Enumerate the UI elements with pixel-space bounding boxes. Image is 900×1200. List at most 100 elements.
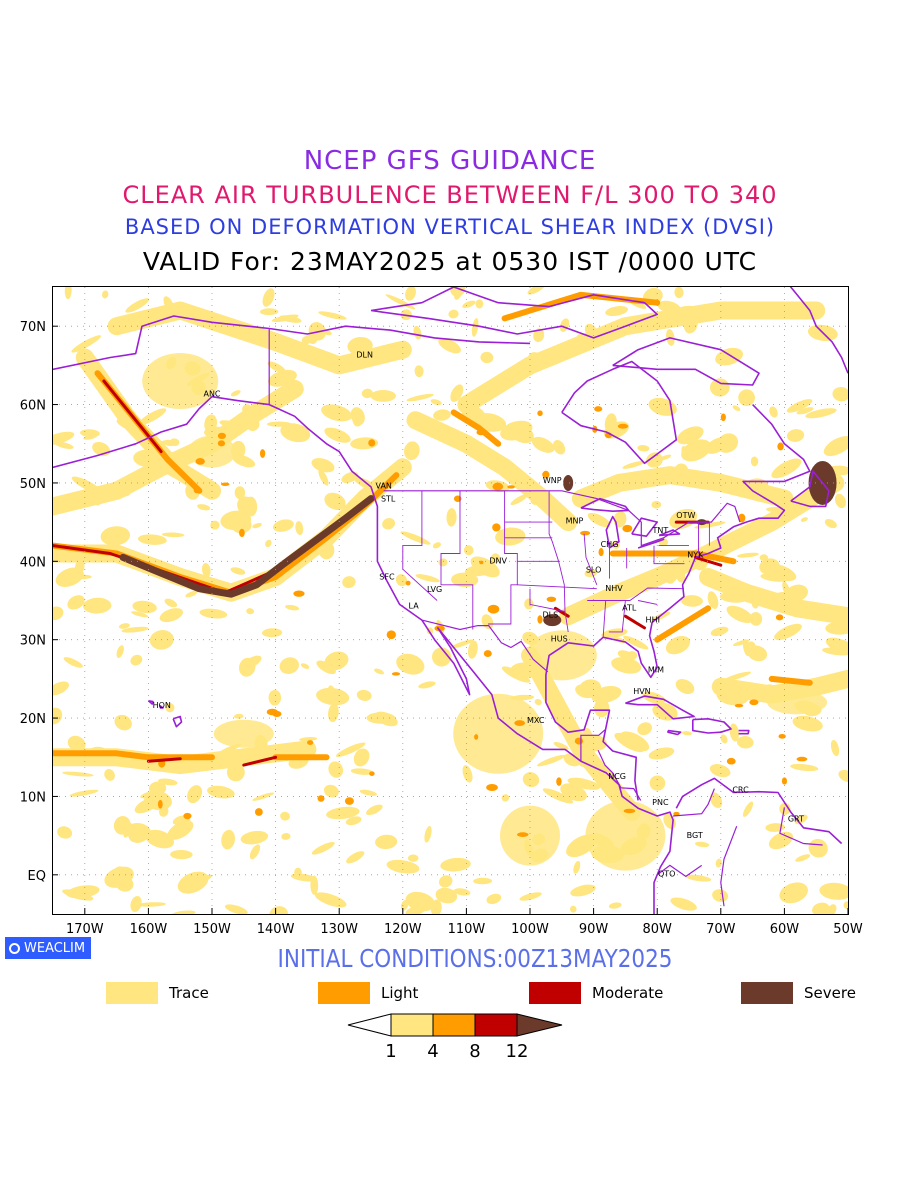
trace-patch [221,829,235,850]
light-patch [516,832,529,837]
state-line [638,600,658,605]
light-patch [487,604,500,614]
moderate-band [102,379,163,454]
trace-patch [749,612,763,626]
trace-patch [130,654,143,666]
turbulence-map: DLN ANC VAN STL WNP OTW MNP TNT CHG NYK DNV SFC SLO L… [52,286,849,915]
light-patch [537,410,543,417]
trace-patch [237,496,255,515]
border-line [673,788,715,817]
trace-patch [162,532,185,538]
trace-patch [185,590,198,598]
trace-patch [53,707,63,725]
light-patch [157,799,163,809]
trace-patch [471,318,479,337]
legend-item-moderate: Moderate [529,982,663,1004]
trace-patch [765,823,785,832]
trace-patch [238,657,256,677]
light-patch [259,449,266,458]
trace-patch [125,298,150,313]
station-label: OTW [676,511,695,520]
trace-patch [145,829,175,849]
light-patch [195,458,205,465]
trace-patch [747,641,756,648]
trace-patch [187,785,203,804]
severe-band [119,495,375,598]
trace-patch [674,287,684,299]
trace-regions [53,287,848,914]
trace-patch [594,698,610,718]
trace-patch [356,689,372,701]
trace-patch [234,486,246,500]
trace-patch [438,558,448,567]
trace-patch [370,390,396,402]
light-band [654,605,712,643]
station-label: NHV [605,584,623,593]
trace-patch [268,689,282,706]
colorbar-high-arrow [516,1013,563,1037]
trace-patch [832,386,848,402]
trace-patch [138,408,167,426]
trace-patch [207,785,235,799]
state-line [583,533,598,585]
trace-patch [611,657,642,674]
trace-patch [737,552,759,558]
light-patch [369,771,375,776]
station-label: GRT [788,815,804,824]
station-label: PNC [652,798,669,807]
trace-patch [295,521,304,536]
trace-patch [531,436,555,453]
trace-patch [102,290,109,299]
colorbar-tick: 12 [506,1041,529,1062]
trace-patch [350,768,374,775]
trace-patch [233,713,244,719]
trace-patch [834,493,846,509]
trace-patch [53,681,69,696]
light-patch [474,734,479,740]
trace-patch [527,287,546,295]
trace-patch [346,851,365,864]
trace-patch [68,574,92,580]
light-patch [574,737,584,745]
severe-regions [119,460,837,627]
trace-patch [300,663,310,669]
trace-patch [808,838,828,858]
trace-patch [314,892,347,908]
trace-patch [172,815,188,825]
trace-patch [114,714,132,731]
trace-patch [712,889,729,902]
trace-patch [324,427,351,443]
trace-patch [279,657,299,675]
chart-subtitle: CLEAR AIR TURBULENCE BETWEEN F/L 300 TO … [122,181,778,209]
trace-patch [400,899,409,911]
trace-band [53,379,304,516]
light-patch [738,513,746,523]
trace-patch [570,884,596,897]
trace-patch [738,389,755,406]
trace-patch [71,335,102,353]
trace-patch [705,437,729,454]
station-label: LVG [427,585,442,594]
colorbar-tick: 8 [469,1041,480,1062]
station-label: DNV [489,557,507,566]
trace-patch [405,287,416,301]
station-label: QTO [658,869,675,878]
trace-patch [537,754,566,767]
light-band [53,750,215,761]
border-line [383,490,741,547]
trace-patch [316,660,336,675]
trace-patch [768,831,794,850]
light-patch [778,733,786,739]
trace-patch [246,608,255,615]
light-patch [293,590,305,597]
weaclim-badge[interactable]: WEACLIM [5,937,92,959]
trace-patch [438,875,453,888]
trace-patch [522,772,540,788]
trace-patch [462,765,473,783]
lon-label: 90W [579,922,609,937]
trace-patch [413,325,422,340]
trace-patch [230,516,252,534]
trace-patch [280,811,291,821]
trace-patch [199,608,228,619]
station-label: DLS [543,611,559,620]
